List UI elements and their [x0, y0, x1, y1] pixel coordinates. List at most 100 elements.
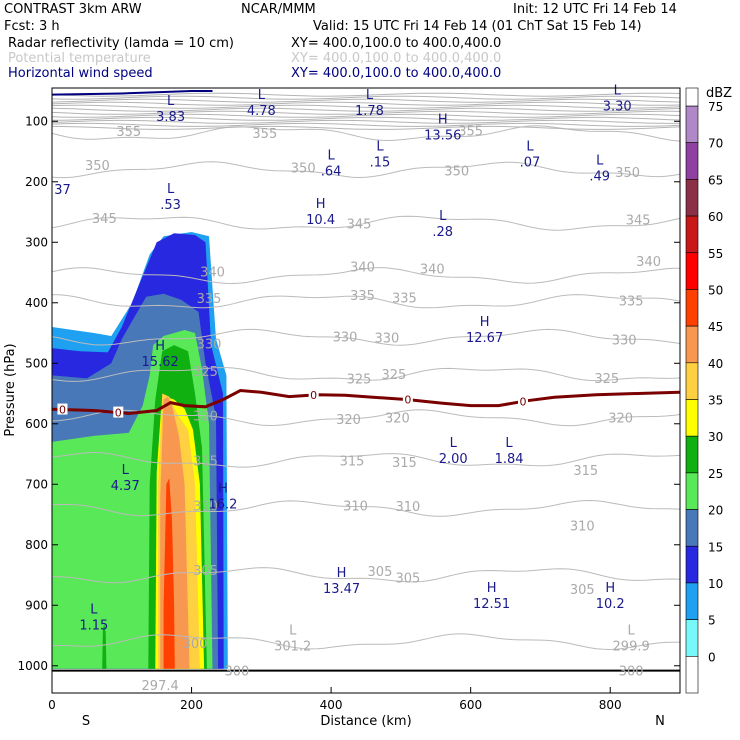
wind-extremum-value-6: .07 — [520, 156, 541, 171]
theta-label-21: 330 — [612, 334, 637, 349]
wind-extremum-value-2: 1.78 — [355, 104, 384, 119]
theta-label-28: 320 — [385, 412, 410, 427]
theta-label-29: 320 — [608, 412, 633, 427]
freezing-label-3: 0 — [404, 394, 411, 407]
wind-extremum-value-0: 3.83 — [156, 110, 185, 125]
theta-label-11: 340 — [350, 260, 375, 275]
wind-extremum-letter-21: H — [605, 581, 615, 596]
colorbar-swatch-40 — [685, 362, 699, 400]
wind-extremum-value-7: .64 — [321, 165, 342, 180]
theta-label-0: 355 — [116, 125, 141, 140]
theta-label-8: 345 — [347, 218, 372, 233]
colorbar-label-45: 45 — [708, 320, 723, 334]
y-tick-label-500: 500 — [25, 356, 48, 370]
colorbar-label-70: 70 — [708, 137, 723, 151]
field-theta-xy: XY= 400.0,100.0 to 400.0,400.0 — [291, 51, 502, 66]
theta-contour-upper — [52, 101, 680, 106]
wind-extremum-value-3: 13.56 — [424, 128, 461, 143]
wind-extremum-letter-6: L — [526, 140, 534, 155]
x-tick-label-200: 200 — [180, 698, 203, 712]
y-tick-label-900: 900 — [25, 598, 48, 612]
theta-contour-330 — [52, 328, 680, 346]
wind-extremum-letter-1: L — [258, 88, 266, 103]
colorbar-label-40: 40 — [708, 357, 723, 371]
wind-extremum-value-14: 15.62 — [142, 355, 179, 370]
wind-extremum-letter-2: L — [366, 88, 374, 103]
wind-extremum-letter-8: L — [596, 153, 604, 168]
theta-label-7: 345 — [92, 212, 117, 227]
theta-label-16: 335 — [392, 291, 417, 306]
y-tick-label-100: 100 — [25, 114, 48, 128]
theta-label-35: 310 — [343, 499, 368, 514]
theta-contour-345 — [52, 215, 680, 231]
theta-contour-upper — [52, 113, 680, 118]
theta-label-34: 310 — [193, 499, 218, 514]
theta-contour-upper — [52, 122, 680, 127]
field-wind-name: Horizontal wind speed — [8, 66, 153, 81]
theta-contour-upper — [52, 125, 680, 130]
plot-frame — [51, 87, 681, 694]
model-label: CONTRAST 3km ARW — [4, 2, 142, 17]
wind-extremum-value-5: .15 — [370, 156, 391, 171]
freezing-label-bg — [57, 403, 68, 415]
valid-label: Valid: 15 UTC Fri 14 Feb 14 (01 ChT Sat … — [313, 19, 642, 34]
freezing-label-bg — [518, 395, 528, 407]
theta-contour-upper — [52, 95, 680, 100]
x-tick-label-400: 400 — [320, 698, 343, 712]
colorbar-label-10: 10 — [708, 577, 723, 591]
south-end-label: S — [82, 714, 90, 729]
wind-extremum-letter-22: L — [90, 602, 98, 617]
field-labels: 0 0 0 0 0 355 355 355 350 350 350 350 345 345 345 340 34… — [54, 83, 661, 694]
colorbar-swatch-20 — [685, 509, 699, 547]
y-axis-label: Pressure (hPa) — [3, 343, 18, 436]
wind-extremum-letter-20: H — [487, 581, 497, 596]
y-tick-label-700: 700 — [25, 477, 48, 491]
colorbar-swatch-50 — [685, 289, 699, 327]
theta-label-25: 325 — [594, 372, 619, 387]
theta-extremum-letter-0: L — [289, 624, 297, 639]
colorbar-cap-top — [685, 87, 699, 107]
theta-label-12: 340 — [420, 262, 445, 277]
theta-extremum-value-2: 297.4 — [142, 679, 179, 694]
wind-extremum-letter-16: L — [505, 436, 513, 451]
theta-label-33: 315 — [573, 464, 598, 479]
theta-label-6: 350 — [615, 166, 640, 181]
colorbar-label-25: 25 — [708, 467, 723, 481]
north-end-label: N — [655, 714, 665, 729]
theta-label-26: 320 — [193, 409, 218, 424]
theta-contour-350 — [52, 161, 680, 179]
colorbar-swatch-75 — [685, 105, 699, 143]
wind-extremum-value-15: 2.00 — [439, 452, 468, 467]
wind-extremum-value-21: 10.2 — [596, 597, 625, 612]
theta-contour-315 — [52, 451, 680, 468]
colorbar-swatch-55 — [685, 252, 699, 290]
theta-label-39: 305 — [368, 565, 393, 580]
theta-contour-305 — [52, 567, 680, 584]
colorbar-label-60: 60 — [708, 210, 723, 224]
colorbar-label-0: 0 — [708, 650, 716, 664]
theta-label-10: 340 — [200, 265, 225, 280]
wind-extremum-value-13: 12.67 — [466, 331, 503, 346]
wind-extremum-letter-14: H — [155, 339, 165, 354]
y-tick-label-300: 300 — [25, 235, 48, 249]
theta-label-1: 355 — [252, 127, 277, 142]
theta-label-22: 325 — [193, 365, 218, 380]
colorbar-swatch-15 — [685, 545, 699, 584]
theta-contour-355 — [52, 125, 680, 142]
theta-contour-upper — [52, 116, 680, 121]
org-label: NCAR/MMM — [241, 2, 316, 17]
theta-contour-upper — [52, 119, 680, 124]
field-reflectivity-name: Radar reflectivity (lamda = 10 cm) — [8, 36, 234, 51]
reflectivity-region-30dbz-9 — [102, 623, 107, 669]
theta-contours — [52, 92, 680, 651]
wind-extremum-value-18: 16.2 — [208, 497, 237, 512]
wind-extremum-letter-0: L — [167, 94, 175, 109]
theta-label-9: 345 — [626, 213, 651, 228]
theta-contour-310 — [52, 499, 680, 517]
colorbar-swatch-10 — [685, 582, 699, 620]
theta-contour-320 — [52, 409, 680, 427]
colorbar-swatch-70 — [685, 142, 699, 180]
theta-contour-upper — [52, 98, 680, 103]
field-reflectivity-xy: XY= 400.0,100.0 to 400.0,400.0 — [291, 36, 502, 51]
